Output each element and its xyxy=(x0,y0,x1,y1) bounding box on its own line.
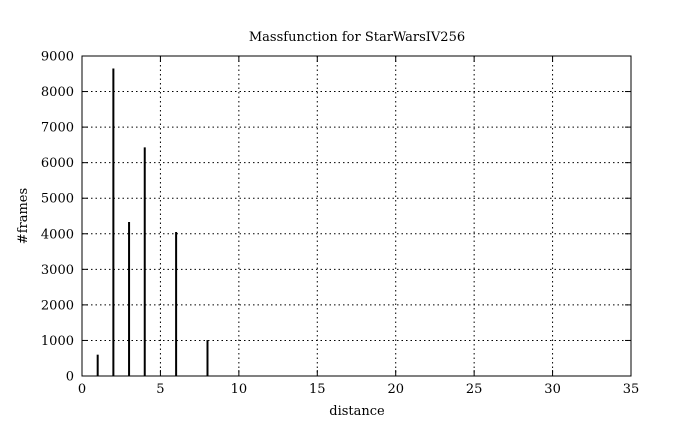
plot-frame xyxy=(81,55,632,377)
x-tick-label: 15 xyxy=(309,382,326,397)
x-tick-label: 25 xyxy=(466,382,483,397)
x-tick-label: 10 xyxy=(231,382,248,397)
x-tick-label: 20 xyxy=(387,382,404,397)
y-tick-label: 2000 xyxy=(41,298,74,313)
y-tick-label: 9000 xyxy=(41,50,74,65)
y-tick-label: 1000 xyxy=(41,334,74,349)
y-tick-label: 4000 xyxy=(41,227,74,242)
grid-lines xyxy=(82,56,631,376)
x-tick-label: 0 xyxy=(78,382,86,397)
y-tick-label: 8000 xyxy=(41,85,74,100)
y-tick-label: 6000 xyxy=(41,156,74,171)
x-tick-label: 35 xyxy=(623,382,640,397)
bars xyxy=(96,68,209,376)
axis-ticks: 0 5 10 15 20 25 30 35 0 1000 2000 3000 4000 5000 6000 7… xyxy=(41,50,639,398)
x-tick-label: 30 xyxy=(544,382,561,397)
x-tick-label: 5 xyxy=(156,382,164,397)
chart-title: Massfunction for StarWarsIV256 xyxy=(249,30,465,45)
x-axis-label: distance xyxy=(329,404,385,419)
y-axis-label: #frames xyxy=(16,188,31,244)
y-tick-label: 0 xyxy=(66,370,74,385)
y-tick-label: 5000 xyxy=(41,192,74,207)
y-tick-label: 3000 xyxy=(41,263,74,278)
y-tick-label: 7000 xyxy=(41,121,74,136)
